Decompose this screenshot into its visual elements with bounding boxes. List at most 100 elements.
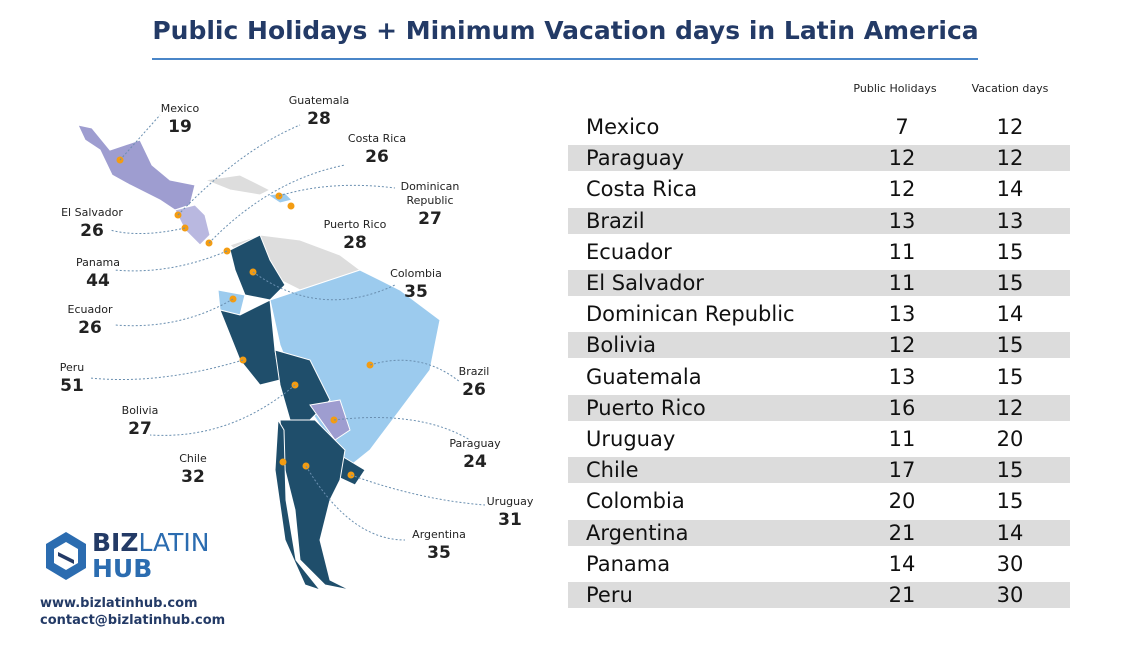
holidays-cell: 21 [888, 520, 916, 545]
country-name: Colombia [390, 267, 442, 280]
country-cell: Panama [586, 551, 671, 576]
vacation-cell: 13 [996, 208, 1024, 233]
table-row: Uruguay 11 20 [568, 426, 1070, 452]
total-days: 24 [463, 452, 487, 472]
country-cell: Costa Rica [586, 177, 698, 202]
table-row: Dominican Republic 13 14 [568, 301, 1070, 327]
total-days: 26 [80, 221, 104, 241]
holidays-cell: 13 [888, 302, 916, 327]
holidays-cell: 21 [888, 583, 916, 607]
email[interactable]: contact@bizlatinhub.com [40, 613, 226, 628]
website[interactable]: www.bizlatinhub.com [40, 596, 198, 611]
map-label: El Salvador 26 [61, 206, 123, 242]
holidays-cell: 12 [888, 333, 916, 358]
vacation-cell: 15 [996, 239, 1024, 264]
country-name: Costa Rica [347, 132, 407, 145]
map-label: Chile 32 [179, 452, 207, 488]
country-cell: Puerto Rico [586, 395, 706, 420]
table-row: Ecuador 11 15 [568, 239, 1070, 265]
table-row: Chile 17 15 [568, 457, 1070, 484]
logo-icon [46, 532, 86, 580]
table-row: Colombia 20 15 [568, 488, 1070, 514]
country-cell: Uruguay [586, 427, 676, 451]
logo-text: LATIN [138, 528, 210, 557]
country-name: El Salvador [61, 206, 123, 219]
country-name: Argentina [412, 528, 466, 541]
map-label: Mexico 19 [161, 102, 199, 138]
total-days: 44 [86, 271, 110, 291]
country-name: Uruguay [486, 495, 534, 508]
vacation-cell: 14 [996, 302, 1024, 327]
holidays-cell: 11 [888, 271, 916, 295]
map-label: Puerto Rico 28 [324, 218, 387, 254]
country-cell: Mexico [586, 115, 660, 139]
country-name: Puerto Rico [323, 218, 387, 231]
holidays-cell: 11 [888, 427, 916, 451]
country-cell: Paraguay [586, 146, 685, 171]
total-days: 27 [418, 209, 442, 229]
holidays-cell: 17 [888, 458, 916, 483]
vacation-cell: 15 [996, 364, 1024, 389]
vacation-cell: 15 [996, 333, 1024, 358]
map [77, 114, 486, 592]
total-days: 35 [404, 282, 428, 302]
country-name: Bolivia [121, 404, 159, 417]
table-row: Guatemala 13 15 [568, 364, 1070, 390]
country-name: Peru [59, 361, 85, 374]
country-name: Dominican Republic [400, 180, 460, 207]
logo-text: BIZ [92, 528, 139, 557]
country-name: Brazil [458, 365, 490, 378]
table-row: Paraguay 12 12 [568, 145, 1070, 172]
holidays-cell: 13 [888, 208, 916, 233]
country-name: Mexico [160, 102, 200, 115]
vacation-cell: 14 [996, 520, 1024, 545]
country-cell: Bolivia [586, 333, 657, 358]
country-cell: Ecuador [586, 239, 672, 264]
map-label: Dominican Republic 27 [395, 180, 465, 230]
vacation-cell: 15 [996, 489, 1024, 514]
country-cell: Dominican Republic [586, 302, 795, 327]
map-label: Costa Rica 26 [348, 132, 406, 168]
total-days: 28 [343, 233, 367, 253]
table-row: El Salvador 11 15 [568, 270, 1070, 296]
map-label: Peru 51 [60, 361, 85, 397]
holidays-cell: 12 [888, 177, 916, 202]
holidays-cell: 16 [888, 395, 916, 420]
map-label: Bolivia 27 [122, 404, 159, 440]
country-name: Ecuador [67, 303, 113, 316]
table-row: Panama 14 30 [568, 551, 1070, 577]
country-cell: Colombia [586, 489, 685, 514]
vacation-cell: 12 [996, 115, 1024, 139]
table-row: Mexico 7 12 [568, 114, 1070, 140]
country-cell: Guatemala [586, 364, 702, 389]
total-days: 26 [78, 318, 102, 338]
map-label: Paraguay 24 [449, 437, 500, 473]
country-cell: Brazil [586, 208, 645, 233]
map-label: Argentina 35 [412, 528, 466, 564]
map-label: Guatemala 28 [289, 94, 350, 130]
table-row: Bolivia 12 15 [568, 332, 1070, 359]
holidays-cell: 20 [888, 489, 916, 514]
map-label: Brazil 26 [459, 365, 490, 401]
country-name: Paraguay [449, 437, 501, 450]
holidays-cell: 7 [895, 115, 909, 139]
total-days: 27 [128, 419, 152, 439]
map-label: Panama 44 [76, 256, 120, 292]
logo-text: HUB [92, 554, 153, 583]
total-days: 32 [181, 467, 205, 487]
table-row: Costa Rica 12 14 [568, 176, 1070, 202]
country-cell: Argentina [586, 520, 689, 545]
country-cell: Chile [586, 458, 639, 483]
column-header: Vacation days [971, 82, 1049, 95]
column-header: Public Holidays [853, 82, 937, 95]
vacation-cell: 12 [996, 146, 1024, 171]
total-days: 35 [427, 543, 451, 563]
vacation-cell: 12 [996, 395, 1024, 420]
total-days: 26 [462, 380, 486, 400]
vacation-cell: 30 [996, 551, 1024, 576]
holidays-cell: 12 [888, 146, 916, 171]
country-cell: Peru [586, 583, 633, 607]
vacation-cell: 30 [996, 583, 1024, 607]
vacation-cell: 14 [996, 177, 1024, 202]
